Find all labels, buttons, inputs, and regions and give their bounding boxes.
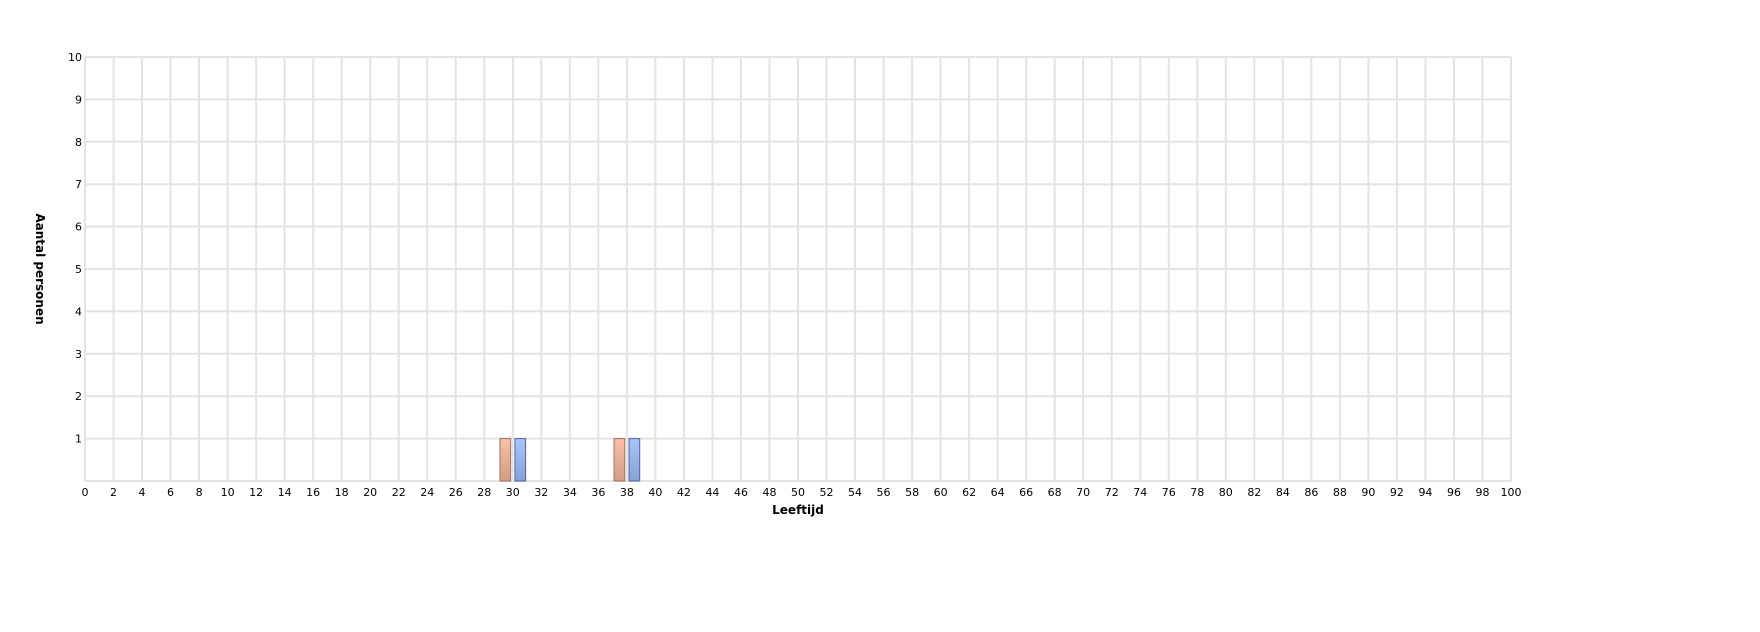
x-axis-label: Leeftijd	[772, 503, 824, 517]
x-tick-label: 14	[278, 486, 292, 499]
y-tick-label: 10	[68, 51, 82, 64]
x-tick-label: 96	[1447, 486, 1461, 499]
grid	[84, 56, 1512, 482]
x-tick-label: 54	[848, 486, 862, 499]
x-tick-label: 84	[1276, 486, 1290, 499]
x-tick-label: 80	[1219, 486, 1233, 499]
x-tick-label: 68	[1048, 486, 1062, 499]
x-tick-label: 98	[1475, 486, 1489, 499]
bar-series-0-age-30	[499, 438, 512, 482]
y-tick-label: 7	[75, 178, 82, 191]
x-tick-label: 6	[167, 486, 174, 499]
x-tick-label: 64	[991, 486, 1005, 499]
y-tick-label: 8	[75, 136, 82, 149]
x-tick-label: 18	[335, 486, 349, 499]
y-tick-label: 1	[75, 433, 82, 446]
y-tick-label: 5	[75, 263, 82, 276]
x-tick-label: 74	[1133, 486, 1147, 499]
x-tick-label: 70	[1076, 486, 1090, 499]
x-tick-label: 36	[591, 486, 605, 499]
x-tick-label: 42	[677, 486, 691, 499]
x-tick-label: 2	[110, 486, 117, 499]
x-tick-label: 72	[1105, 486, 1119, 499]
x-tick-label: 26	[449, 486, 463, 499]
x-tick-label: 22	[392, 486, 406, 499]
y-tick-label: 6	[75, 221, 82, 234]
x-tick-label: 62	[962, 486, 976, 499]
x-tick-label: 20	[363, 486, 377, 499]
x-tick-label: 94	[1418, 486, 1432, 499]
x-tick-label: 8	[196, 486, 203, 499]
x-tick-label: 78	[1190, 486, 1204, 499]
x-tick-label: 38	[620, 486, 634, 499]
x-tick-label: 46	[734, 486, 748, 499]
y-tick-label: 3	[75, 348, 82, 361]
y-tick-label: 9	[75, 93, 82, 106]
bars	[499, 438, 641, 482]
y-axis-label: Aantal personen	[33, 213, 47, 324]
x-tick-label: 88	[1333, 486, 1347, 499]
x-tick-label: 30	[506, 486, 520, 499]
x-tick-label: 12	[249, 486, 263, 499]
x-tick-label: 82	[1247, 486, 1261, 499]
x-tick-label: 76	[1162, 486, 1176, 499]
x-tick-label: 10	[221, 486, 235, 499]
x-tick-label: 92	[1390, 486, 1404, 499]
x-tick-label: 52	[820, 486, 834, 499]
x-tick-label: 34	[563, 486, 577, 499]
bar-series-1-age-30	[514, 438, 527, 482]
bar-series-1-age-38	[628, 438, 641, 482]
x-tick-label: 4	[139, 486, 146, 499]
x-axis-ticks: 0 2 4 6 8 10 12 14 16 18 20 22 24 26 28 30 32 34 36 38 40 42 4…	[82, 486, 1522, 499]
x-tick-label: 48	[762, 486, 776, 499]
x-tick-label: 0	[82, 486, 89, 499]
x-tick-label: 86	[1304, 486, 1318, 499]
y-axis-ticks: 1 2 3 4 5 6 7 8 9 10	[68, 51, 82, 446]
bar-series-0-age-38	[613, 438, 626, 482]
y-tick-label: 4	[75, 305, 82, 318]
x-tick-label: 44	[705, 486, 719, 499]
x-tick-label: 24	[420, 486, 434, 499]
x-tick-label: 16	[306, 486, 320, 499]
x-tick-label: 60	[934, 486, 948, 499]
x-tick-label: 100	[1501, 486, 1522, 499]
x-tick-label: 90	[1361, 486, 1375, 499]
x-tick-label: 58	[905, 486, 919, 499]
x-tick-label: 50	[791, 486, 805, 499]
x-tick-label: 40	[648, 486, 662, 499]
x-tick-label: 56	[877, 486, 891, 499]
x-tick-label: 66	[1019, 486, 1033, 499]
x-tick-label: 28	[477, 486, 491, 499]
y-tick-label: 2	[75, 390, 82, 403]
x-tick-label: 32	[534, 486, 548, 499]
